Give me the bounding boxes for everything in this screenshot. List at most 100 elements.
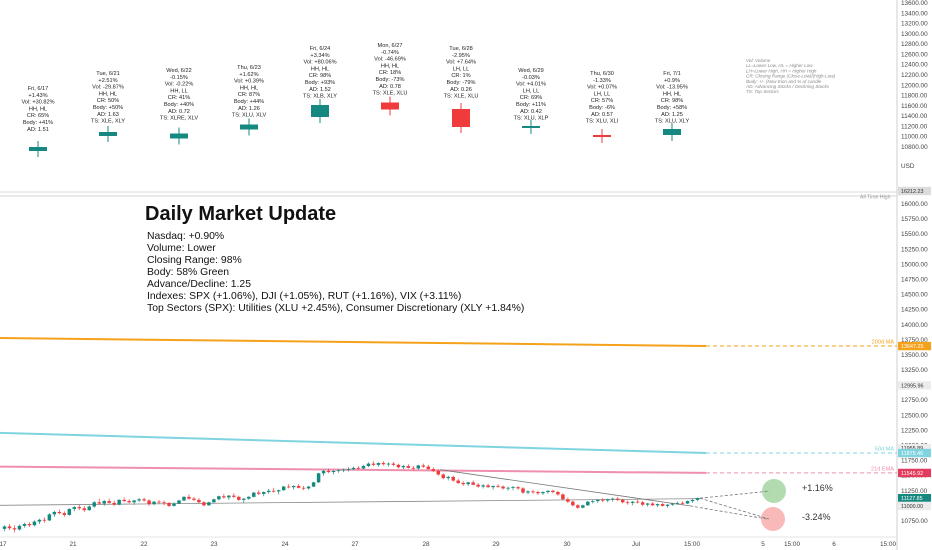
candle-body	[22, 524, 27, 526]
day-card-line: Body: +93%	[305, 80, 335, 86]
candle-body	[212, 499, 216, 503]
upper-tick-label: 12600.00	[901, 51, 928, 58]
candle-body	[411, 467, 416, 469]
lower-tick-label: 12500.00	[901, 412, 928, 419]
day-candle-body	[663, 129, 681, 135]
day-card-line: Vol: +0.39%	[234, 79, 264, 85]
price-tag-label: 11127.85	[901, 496, 923, 502]
time-tick-label: 22	[140, 541, 148, 548]
time-tick-label: 27	[351, 541, 359, 548]
candle-body	[112, 502, 116, 505]
candle-body	[481, 485, 485, 487]
day-card-line: Body: +40%	[164, 102, 194, 108]
day-card-line: -1.33%	[593, 78, 611, 84]
candle-body	[137, 499, 141, 501]
ath-label: All Time High	[860, 195, 891, 201]
ma200-line	[0, 337, 707, 348]
candle-body	[630, 501, 635, 503]
day-card-line: Mon, 6/27	[378, 43, 403, 49]
time-tick-label: Jul	[632, 541, 640, 548]
candle-body	[695, 498, 700, 500]
candle-body	[436, 470, 440, 475]
candle-body	[371, 463, 376, 465]
decline-trendline	[439, 469, 691, 507]
day-card-line: Vol: -46.69%	[374, 57, 406, 63]
candle-body	[276, 490, 281, 492]
candle-body	[466, 482, 470, 485]
candle-body	[222, 496, 226, 498]
candle-body	[281, 486, 286, 491]
day-candle-body	[593, 135, 611, 137]
day-card-line: AD: 1.51	[27, 127, 49, 133]
candle-body	[316, 473, 321, 483]
time-tick-label: 15:00	[784, 541, 800, 548]
candle-body	[87, 506, 91, 511]
day-card-line: Vol: +0.07%	[587, 85, 617, 91]
legend-line: LL=Lower Low, HL = Higher Low	[746, 63, 813, 68]
lower-tick-label: 14000.00	[901, 322, 928, 329]
candle-body	[92, 502, 96, 507]
candle-body	[690, 499, 695, 502]
candle-body	[381, 463, 386, 465]
candle-body	[556, 492, 560, 495]
lower-tick-label: 13500.00	[901, 352, 928, 359]
day-card-line: CR: 87%	[238, 92, 260, 98]
candle-body	[182, 496, 186, 501]
time-axis[interactable]: 17 21 22 23 24 27 28 29 30 Jul 15:00 5 15:00 6 15:00	[0, 541, 896, 548]
projection-down-path	[699, 497, 770, 520]
time-tick-label: 30	[563, 541, 571, 548]
candle-body	[471, 482, 475, 485]
price-tag-bg	[898, 186, 931, 196]
candle-body	[62, 513, 67, 515]
price-tag-label: 16212.23	[901, 189, 923, 195]
day-card-line: Body: +44%	[234, 99, 264, 105]
time-tick-label: 21	[69, 541, 77, 548]
candle-body	[162, 502, 166, 504]
day-card-line: TS: XLE, XLU	[373, 91, 408, 97]
day-card-line: Vol: +80.06%	[303, 60, 336, 66]
ma-label-ma50: 50d MA	[875, 447, 895, 453]
day-card-line: Wed, 6/22	[166, 68, 191, 74]
candle-body	[396, 464, 401, 468]
day-candle-body	[452, 109, 470, 127]
candle-body	[431, 469, 436, 471]
candle-body	[421, 465, 426, 467]
candle-body	[536, 492, 540, 494]
candle-body	[541, 492, 545, 494]
day-card-line: CR: 41%	[168, 95, 190, 101]
candle-body	[376, 463, 381, 465]
projections: +1.16% -3.24%	[439, 469, 833, 531]
upper-price-axis[interactable]: 10800.00 11000.00 11200.00 11400.00 11600.00…	[901, 0, 928, 151]
day-card-line: Thu, 6/23	[237, 65, 261, 71]
day-card-line: CR: 65%	[27, 113, 49, 119]
candle-body	[446, 476, 450, 479]
day-card-line: Body: -79%	[447, 80, 476, 86]
legend-line: Body: +/- (Now Eion and % of candle	[746, 79, 822, 84]
candle-body	[257, 492, 261, 494]
candle-body	[620, 499, 625, 503]
candle-body	[47, 514, 52, 521]
lower-tick-label: 15750.00	[901, 216, 928, 223]
day-card-line: Vol: +30.82%	[21, 100, 54, 106]
candle-body	[127, 501, 131, 503]
price-tag-bg	[898, 468, 931, 478]
day-card-line: CR: 69%	[520, 95, 542, 101]
candle-body	[586, 501, 590, 506]
candle-body	[650, 503, 655, 506]
candle-body	[142, 499, 146, 501]
candle-body	[242, 498, 246, 500]
price-candles	[2, 461, 700, 533]
lower-tick-label: 13750.00	[901, 337, 928, 344]
candle-body	[356, 467, 361, 469]
decline-trendline-extension	[689, 505, 768, 520]
day-card-line: CR: 1%	[451, 73, 470, 79]
candle-body	[227, 495, 231, 498]
candle-body	[341, 469, 346, 471]
day-card-line: AD: 1.52	[309, 87, 331, 93]
candle-body	[685, 501, 690, 504]
moving-averages: 200d MA 50d MA 21d EMA	[0, 337, 897, 506]
day-card-line: Body: -73%	[376, 77, 405, 83]
upper-tick-label: 13600.00	[901, 0, 928, 7]
